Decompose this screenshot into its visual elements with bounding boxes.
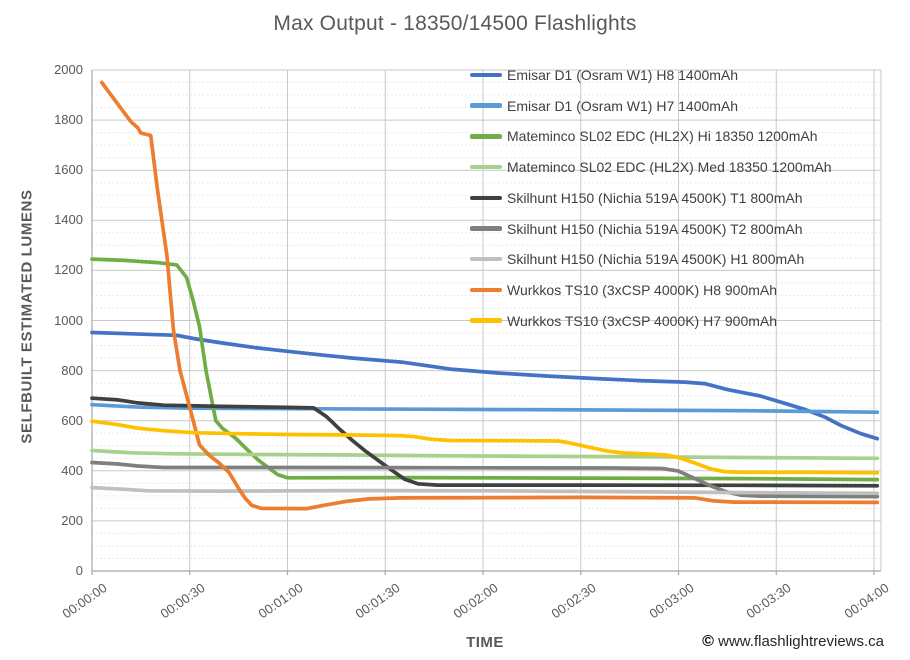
- series-line-1: [90, 402, 880, 415]
- legend-label: Skilhunt H150 (Nichia 519A 4500K) T1 800…: [507, 189, 803, 206]
- y-tick-label: 1400: [54, 212, 83, 228]
- legend-swatch: [470, 72, 502, 78]
- y-tick-label: 1800: [54, 112, 83, 128]
- legend-item: Skilhunt H150 (Nichia 519A 4500K) H1 800…: [470, 249, 804, 269]
- legend-label: Skilhunt H150 (Nichia 519A 4500K) T2 800…: [507, 220, 803, 237]
- legend-swatch: [470, 103, 502, 108]
- legend-item: Skilhunt H150 (Nichia 519A 4500K) T2 800…: [470, 219, 802, 239]
- watermark: © www.flashlightreviews.ca: [702, 633, 884, 651]
- series-line-7: [99, 80, 880, 511]
- series-line-4: [90, 396, 880, 488]
- y-tick-label: 1600: [54, 162, 83, 178]
- y-tick-label: 600: [61, 412, 83, 428]
- legend-item: Emisar D1 (Osram W1) H7 1400mAh: [470, 96, 738, 116]
- legend-item: Wurkkos TS10 (3xCSP 4000K) H8 900mAh: [470, 280, 777, 300]
- legend-label: Emisar D1 (Osram W1) H8 1400mAh: [507, 67, 739, 83]
- legend-item: Mateminco SL02 EDC (HL2X) Med 18350 1200…: [470, 157, 832, 177]
- legend-item: Wurkkos TS10 (3xCSP 4000K) H7 900mAh: [470, 311, 777, 331]
- watermark-url: www.flashlightreviews.ca: [713, 633, 884, 650]
- y-tick-label: 1000: [54, 312, 83, 328]
- legend-swatch: [470, 226, 502, 231]
- y-tick-label: 2000: [54, 62, 83, 77]
- legend-item: Emisar D1 (Osram W1) H8 1400mAh: [470, 65, 738, 85]
- legend-item: Skilhunt H150 (Nichia 519A 4500K) T1 800…: [470, 188, 802, 208]
- legend-swatch: [470, 164, 502, 170]
- legend-swatch: [470, 134, 502, 139]
- y-tick-label: 0: [75, 563, 83, 578]
- legend-swatch: [470, 318, 502, 323]
- legend-label: Skilhunt H150 (Nichia 519A 4500K) H1 800…: [507, 251, 805, 268]
- y-tick-label: 800: [61, 362, 83, 378]
- chart-title: Max Output - 18350/14500 Flashlights: [273, 12, 637, 35]
- series-line-3: [90, 448, 880, 461]
- y-tick-label: 400: [61, 462, 83, 478]
- copyright-icon: ©: [702, 633, 714, 650]
- legend-label: Wurkkos TS10 (3xCSP 4000K) H7 900mAh: [507, 312, 778, 329]
- series-line-6: [90, 485, 880, 496]
- legend-label: Wurkkos TS10 (3xCSP 4000K) H8 900mAh: [507, 281, 778, 298]
- legend-label: Emisar D1 (Osram W1) H7 1400mAh: [507, 97, 739, 114]
- series-line-8: [90, 419, 880, 475]
- legend-item: Mateminco SL02 EDC (HL2X) Hi 18350 1200m…: [470, 126, 818, 146]
- legend-swatch: [470, 287, 502, 293]
- legend-label: Mateminco SL02 EDC (HL2X) Med 18350 1200…: [507, 159, 832, 176]
- legend-label: Mateminco SL02 EDC (HL2X) Hi 18350 1200m…: [507, 128, 818, 145]
- y-tick-label: 200: [61, 512, 83, 528]
- legend-swatch: [470, 256, 502, 262]
- x-axis-title: TIME: [466, 634, 504, 651]
- y-tick-label: 1200: [54, 262, 83, 278]
- legend-swatch: [470, 195, 502, 201]
